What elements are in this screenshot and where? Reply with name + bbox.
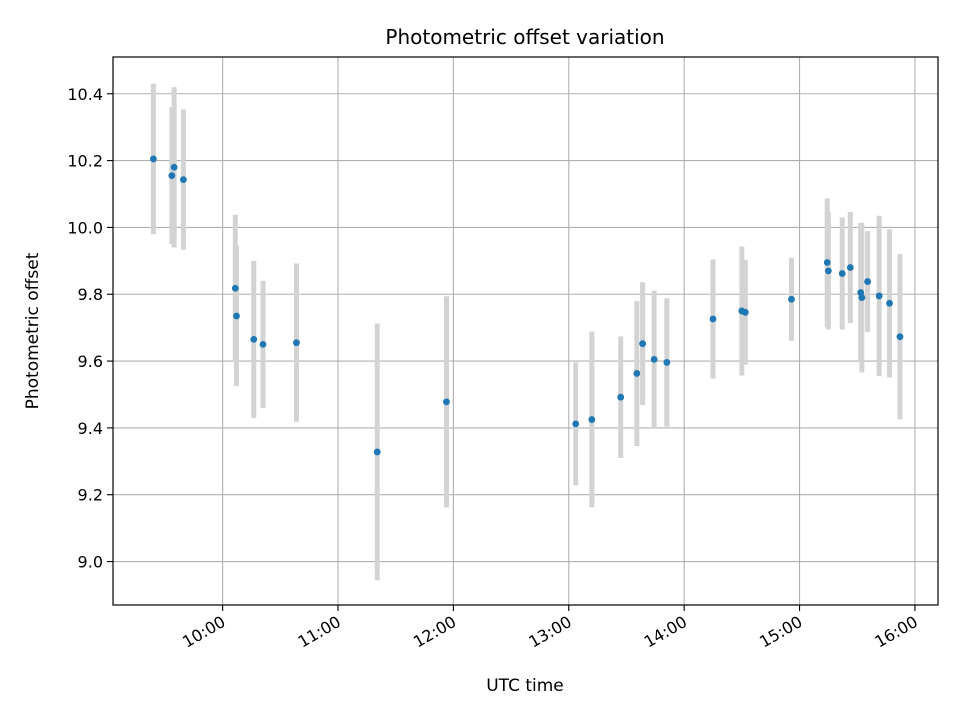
data-point [168,172,176,180]
data-point [896,333,904,341]
data-point [864,278,872,285]
y-axis-title: Photometric offset [23,252,43,409]
data-point [293,339,300,347]
data-points [149,155,904,456]
data-point [231,284,239,292]
data-point [858,294,866,301]
x-tick-label: 11:00 [295,612,344,652]
x-axis-ticks: 10:00 11:00 12:00 13:00 14:00 15:00 16:00 [179,605,921,652]
error-bars [150,83,903,581]
data-point [149,155,157,163]
y-axis-ticks: 9.0 9.2 9.4 9.6 9.8 10.0 10.2 10.4 [67,85,113,572]
x-tick-label: 10:00 [179,612,228,652]
data-point [639,340,647,348]
data-point [617,393,625,401]
data-point [886,299,893,307]
y-tick-label: 10.0 [67,218,103,237]
data-point [373,448,381,456]
y-tick-label: 9.8 [78,285,103,304]
data-point [588,416,596,423]
plot-frame [112,56,939,606]
data-point [846,264,854,271]
data-point [788,295,795,303]
x-axis-title: UTC time [486,676,564,696]
x-tick-label: 16:00 [871,612,920,652]
x-tick-label: 14:00 [641,612,690,652]
y-tick-label: 9.4 [78,419,103,438]
data-point [179,176,187,184]
grid-lines [113,57,938,605]
data-point [259,340,267,348]
data-point [838,270,846,277]
x-tick-label: 12:00 [410,612,459,652]
y-tick-label: 9.2 [78,486,103,505]
data-point [650,356,658,363]
data-point [709,315,717,323]
x-tick-label: 13:00 [525,612,574,652]
data-point [250,335,258,343]
data-point [823,259,831,266]
data-point [875,292,883,300]
data-point [824,267,832,275]
data-point [572,420,580,428]
y-tick-label: 10.2 [67,152,103,171]
data-point [170,163,178,171]
data-point [233,312,240,320]
x-tick-label: 15:00 [756,612,805,652]
chart-title: Photometric offset variation [385,25,664,49]
y-tick-label: 10.4 [67,85,103,104]
data-point [663,359,671,366]
data-point [741,308,749,316]
data-point [443,398,450,406]
y-tick-label: 9.6 [78,352,103,371]
data-point [633,370,641,377]
y-tick-label: 9.0 [78,553,103,572]
